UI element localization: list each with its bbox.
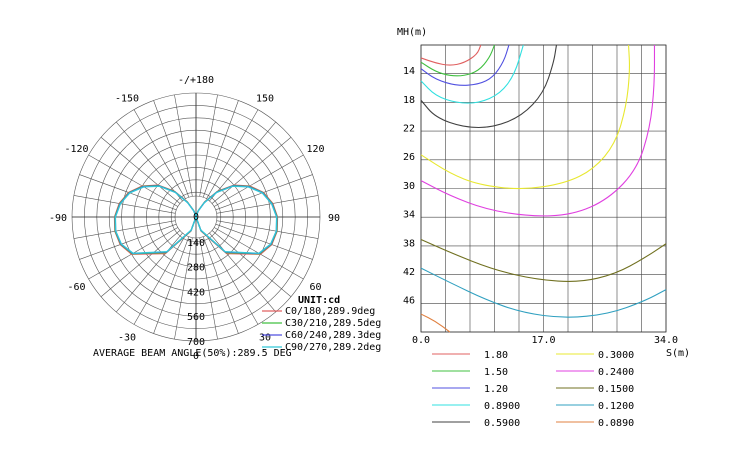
x-tick-label: 34.0 [654, 335, 678, 346]
grid-spoke [73, 220, 176, 239]
polar-intensity-chart: -/+180 150 120 90 60 30 0 -30 -60 -90 -120 -150 0 140… [49, 75, 381, 362]
angle-label: -120 [64, 144, 88, 155]
grid-spoke [206, 109, 259, 199]
contour-line-9 [420, 313, 451, 333]
y-tick-label: 22 [403, 124, 415, 135]
contour-line-8 [420, 267, 667, 318]
grid-spoke [116, 232, 183, 313]
y-tick-label: 18 [403, 95, 415, 106]
angle-label: 0 [193, 351, 199, 362]
grid-spoke [79, 174, 177, 211]
y-tick-label: 46 [403, 296, 415, 307]
contour-line-1 [420, 44, 496, 77]
grid-spoke [215, 223, 313, 260]
angle-label: 150 [256, 94, 274, 105]
legend-label: C90/270,289.2deg [285, 342, 381, 353]
angle-label: 120 [306, 144, 324, 155]
grid-spoke [209, 232, 276, 313]
grid-spoke [202, 100, 239, 198]
grid-spoke [100, 137, 181, 204]
angle-label: 90 [328, 213, 340, 224]
legend-label: 0.8900 [484, 401, 520, 412]
grid-spoke [216, 220, 319, 239]
x-tick-label: 17.0 [531, 335, 555, 346]
legend-label: 1.80 [484, 350, 508, 361]
legend-label: 0.3000 [598, 350, 634, 361]
angle-label: -150 [115, 94, 139, 105]
legend-label: 0.0890 [598, 418, 634, 429]
legend-label: 0.5900 [484, 418, 520, 429]
grid-spoke [211, 137, 292, 204]
grid-spoke [174, 94, 193, 197]
contour-line-4 [420, 44, 558, 129]
legend-label: C30/210,289.5deg [285, 318, 381, 329]
y-tick-label: 14 [403, 66, 415, 77]
grid-spoke [202, 236, 239, 334]
contour-line-3 [420, 44, 524, 104]
angle-label: -/+180 [178, 75, 214, 86]
y-tick-label: 38 [403, 238, 415, 249]
grid-spoke [133, 235, 186, 325]
grid-spoke [211, 230, 292, 297]
angle-label: -30 [118, 333, 136, 344]
grid-spoke [73, 195, 176, 214]
grid-spoke [199, 237, 218, 340]
y-tick-label: 30 [403, 181, 415, 192]
grid-spoke [79, 223, 177, 260]
grid-spoke [174, 237, 193, 340]
radial-tick-label: 0 [193, 212, 199, 223]
grid-spoke [209, 121, 276, 202]
x-tick-label: 0.0 [412, 335, 430, 346]
radial-tick-label: 140 [187, 238, 205, 249]
grid-spoke [215, 174, 313, 211]
grid-spoke [206, 235, 259, 325]
grid-spoke [216, 195, 319, 214]
y-tick-label: 26 [403, 152, 415, 163]
contour-line-5 [420, 44, 631, 190]
radial-tick-label: 560 [187, 312, 205, 323]
legend-label: 0.1200 [598, 401, 634, 412]
radial-tick-label: 420 [187, 287, 205, 298]
x-axis-title: S(m) [666, 348, 690, 359]
contour-line-2 [420, 44, 510, 86]
plot-frame [420, 44, 667, 333]
grid-spoke [153, 100, 190, 198]
legend-label: 1.50 [484, 367, 508, 378]
grid-spoke [214, 154, 304, 207]
series-3-curve [114, 185, 278, 254]
y-axis-title: MH(m) [397, 27, 427, 38]
legend-label: C0/180,289.9deg [285, 306, 375, 317]
grid-spoke [100, 230, 181, 297]
grid-spoke [153, 236, 190, 334]
angle-label: -60 [67, 282, 85, 293]
grid-spoke [88, 154, 178, 207]
grid-spoke [133, 109, 186, 199]
contour-line-0 [420, 44, 482, 66]
y-tick-label: 34 [403, 210, 415, 221]
grid-spoke [116, 121, 183, 202]
unit-label: UNIT:cd [298, 295, 340, 306]
radial-tick-label: 700 [187, 337, 205, 348]
beam-angle-caption: AVERAGE BEAM ANGLE(50%):289.5 DEG [93, 348, 292, 359]
contour-line-6 [420, 45, 656, 217]
angle-label: -90 [49, 213, 67, 224]
contour-line-7 [420, 238, 667, 282]
y-tick-label: 42 [403, 267, 415, 278]
angle-label: 60 [309, 282, 321, 293]
legend-label: 1.20 [484, 384, 508, 395]
legend-label: 0.2400 [598, 367, 634, 378]
legend-label: 0.1500 [598, 384, 634, 395]
grid-spoke [199, 94, 218, 197]
angle-label: 30 [259, 333, 271, 344]
legend-label: C60/240,289.3deg [285, 330, 381, 341]
illuminance-contour-chart: MH(m) 14 18 22 26 30 34 38 42 46 0.0 17.0 34.0 S(m) 1.… [397, 27, 690, 429]
radial-tick-label: 280 [187, 263, 205, 274]
